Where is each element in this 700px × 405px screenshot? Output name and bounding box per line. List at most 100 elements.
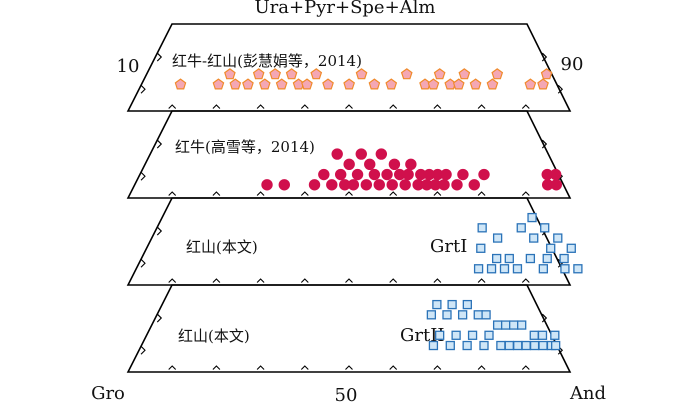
bottom-tick <box>256 365 265 370</box>
data-point <box>512 264 523 274</box>
right-tick-label: 90 <box>561 54 584 75</box>
bottom-tick <box>477 278 486 283</box>
data-point <box>491 68 504 80</box>
bottom-tick <box>389 104 398 109</box>
left-corner-label: Gro <box>91 383 125 404</box>
bottom-tick <box>256 191 265 196</box>
bottom-tick <box>212 365 221 370</box>
left-tick-label: 10 <box>117 56 140 77</box>
data-point <box>435 330 445 340</box>
data-point <box>469 78 482 90</box>
panel-tag: GrtII <box>400 325 444 346</box>
data-point <box>492 253 502 264</box>
data-point <box>513 340 523 351</box>
data-point <box>529 340 540 351</box>
left-edge-tick <box>140 345 146 355</box>
data-point <box>546 243 556 253</box>
data-point <box>540 223 550 233</box>
left-edge-tick <box>156 313 163 323</box>
data-point <box>524 78 537 90</box>
data-point <box>334 168 347 181</box>
right-corner-label: And <box>569 383 606 404</box>
data-point <box>174 78 187 90</box>
bottom-tick <box>212 278 221 283</box>
data-point <box>355 148 367 160</box>
left-edge-tick <box>140 171 146 181</box>
panel-label: 红山(本文) <box>186 238 258 256</box>
data-point <box>553 233 563 243</box>
data-point <box>278 179 290 191</box>
data-point <box>318 168 330 181</box>
bottom-tick <box>300 104 309 109</box>
bottom-tick <box>433 191 442 196</box>
bottom-tick <box>433 365 442 370</box>
data-point <box>212 78 225 90</box>
right-edge-tick <box>541 139 548 149</box>
data-point <box>551 340 561 351</box>
data-point <box>433 68 446 80</box>
data-point <box>261 179 273 191</box>
data-point <box>542 253 552 264</box>
data-point <box>477 223 487 233</box>
right-edge-tick <box>541 52 548 62</box>
data-point <box>364 158 376 170</box>
data-point <box>496 340 506 351</box>
data-point <box>527 212 537 223</box>
data-point <box>438 179 450 191</box>
data-point <box>537 330 548 340</box>
bottom-tick <box>521 104 530 109</box>
data-point <box>275 78 288 90</box>
data-point <box>538 340 548 351</box>
data-point <box>573 264 583 274</box>
bottom-tick <box>300 278 309 283</box>
data-point <box>560 264 570 274</box>
bottom-tick <box>477 104 486 109</box>
right-edge-tick <box>557 84 564 94</box>
data-point <box>457 168 469 181</box>
data-point <box>517 320 527 330</box>
data-point <box>458 68 471 80</box>
data-point <box>478 168 490 181</box>
panel-4: 红山(本文) GrtII <box>126 284 572 373</box>
bottom-tick <box>168 191 177 196</box>
bottom-tick <box>345 365 353 370</box>
data-point <box>467 330 478 340</box>
bottom-tick <box>345 104 353 109</box>
data-point <box>368 168 381 181</box>
bottom-tick <box>345 191 353 196</box>
data-point <box>399 179 411 191</box>
data-point <box>442 310 452 320</box>
data-point <box>355 68 368 80</box>
panel-3: 红山(本文) GrtI <box>126 197 583 286</box>
data-point <box>343 158 355 170</box>
data-point <box>385 78 398 90</box>
bottom-tick <box>389 365 398 370</box>
data-point <box>347 179 360 191</box>
data-point <box>326 179 338 191</box>
panel-tag: GrtI <box>430 236 467 257</box>
data-point <box>492 320 503 330</box>
data-point <box>559 253 569 264</box>
data-point <box>269 68 282 80</box>
data-point <box>500 320 511 330</box>
data-point <box>549 168 562 181</box>
data-point <box>538 264 549 274</box>
right-edge-tick <box>541 313 548 323</box>
data-point <box>427 78 440 90</box>
bottom-tick <box>212 191 221 196</box>
data-point <box>252 68 265 80</box>
data-point <box>476 243 486 253</box>
data-point <box>445 340 455 351</box>
data-point <box>373 179 385 191</box>
data-point <box>285 68 298 80</box>
data-point <box>504 253 514 264</box>
bottom-tick <box>389 191 398 196</box>
left-edge-tick <box>140 258 146 268</box>
bottom-tick <box>389 278 398 283</box>
panel-1: 红牛-红山(彭慧娟等，2014) <box>126 23 572 112</box>
data-point <box>481 310 491 320</box>
left-edge-tick <box>140 84 146 94</box>
bottom-tick <box>345 278 353 283</box>
data-point <box>521 340 531 351</box>
